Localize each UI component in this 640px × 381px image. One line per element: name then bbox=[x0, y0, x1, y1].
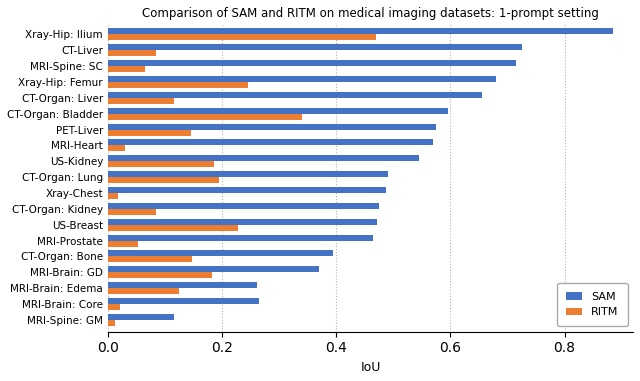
Bar bbox=[108, 203, 379, 209]
Bar bbox=[108, 256, 193, 263]
Bar bbox=[108, 66, 145, 72]
Bar bbox=[108, 123, 436, 130]
Bar bbox=[108, 272, 212, 279]
Bar bbox=[108, 193, 118, 199]
Bar bbox=[108, 76, 496, 82]
Bar bbox=[108, 108, 447, 114]
Bar bbox=[108, 44, 522, 50]
Bar bbox=[108, 98, 173, 104]
Bar bbox=[108, 146, 125, 151]
Bar bbox=[108, 225, 238, 231]
Bar bbox=[108, 130, 191, 136]
Bar bbox=[108, 28, 613, 34]
Bar bbox=[108, 177, 220, 183]
Bar bbox=[108, 34, 376, 40]
Bar bbox=[108, 155, 419, 161]
Bar bbox=[108, 114, 302, 120]
Bar bbox=[108, 240, 138, 247]
Bar bbox=[108, 187, 387, 193]
Bar bbox=[108, 266, 319, 272]
Title: Comparison of SAM and RITM on medical imaging datasets: 1-prompt setting: Comparison of SAM and RITM on medical im… bbox=[142, 7, 599, 20]
Bar bbox=[108, 50, 156, 56]
Bar bbox=[108, 320, 115, 326]
Bar bbox=[108, 304, 120, 310]
Bar bbox=[108, 139, 433, 146]
Bar bbox=[108, 250, 333, 256]
Bar bbox=[108, 209, 156, 215]
Bar bbox=[108, 92, 482, 98]
Bar bbox=[108, 219, 378, 225]
Bar bbox=[108, 161, 214, 167]
Bar bbox=[108, 288, 179, 294]
Bar bbox=[108, 60, 516, 66]
X-axis label: IoU: IoU bbox=[360, 361, 381, 374]
Bar bbox=[108, 235, 373, 240]
Legend: SAM, RITM: SAM, RITM bbox=[557, 283, 627, 326]
Bar bbox=[108, 82, 248, 88]
Bar bbox=[108, 282, 257, 288]
Bar bbox=[108, 298, 259, 304]
Bar bbox=[108, 314, 173, 320]
Bar bbox=[108, 171, 388, 177]
